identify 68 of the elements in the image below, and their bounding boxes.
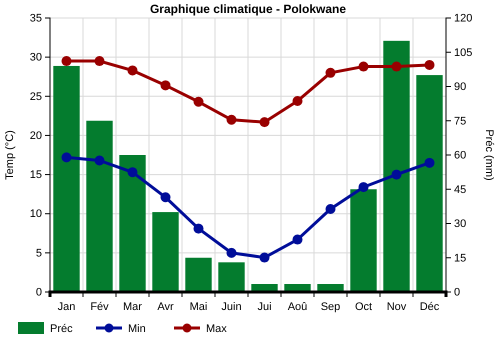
x-tick-label: Juin [221,301,242,313]
point [424,158,434,168]
bar [53,66,80,292]
y-tick-label: 30 [30,52,42,64]
x-tick-label: Déc [420,301,440,313]
y-tick-label: 20 [30,130,42,142]
point [358,62,368,72]
point [292,234,302,245]
point [326,204,336,214]
bar [383,40,410,292]
y-tick-label: 35 [30,12,42,25]
y2-tick-label: 45 [454,184,466,196]
y-axis-title: Temp (°C) [4,130,16,180]
x-tick-label: Fév [90,301,110,313]
x-tick-label: Jui [257,301,272,313]
x-tick-label: Avr [157,301,174,313]
x-tick-label: Aoû [288,301,308,313]
legend-label: Min [128,323,146,335]
bar [119,155,146,292]
point [160,80,170,90]
x-tick-label: Nov [386,301,407,313]
point [358,182,368,192]
point [392,170,402,180]
x-tick-label: Sep [320,301,340,313]
x-tick-label: Mai [190,301,208,313]
point [226,248,236,258]
y-tick-label: 10 [30,208,42,220]
y-tick-label: 0 [36,286,42,299]
x-tick-label: Oct [354,301,372,313]
point [194,96,204,107]
x-tick-label: Jan [58,301,76,313]
legend-label: Préc [50,323,74,335]
point [260,252,270,263]
chart-title: Graphique climatique - Polokwane [150,2,346,16]
point [128,65,138,76]
bar [350,189,377,292]
y2-tick-label: 75 [454,115,466,128]
y-tick-label: 15 [30,169,42,182]
y-tick-label: 25 [30,90,42,103]
bar [86,120,113,292]
bar [152,212,179,292]
point [128,167,138,178]
point [260,117,270,128]
legend-label: Max [206,323,228,335]
y2-axis-title: Préc (mm) [483,129,495,181]
y2-tick-label: 120 [454,12,472,25]
bar [218,262,245,292]
point [292,96,302,106]
x-tick-label: Mar [123,301,142,313]
point [424,60,434,70]
y2-tick-label: 30 [454,218,466,230]
y2-tick-label: 90 [454,81,466,94]
point [62,56,72,66]
y2-tick-label: 105 [454,46,472,59]
point [160,192,170,202]
point [94,155,104,166]
point [194,224,204,234]
bar [185,258,212,292]
point [392,62,402,72]
y2-tick-label: 60 [454,150,466,162]
y-tick-label: 5 [36,247,42,260]
bar [416,75,443,292]
point [62,152,72,162]
point [326,68,336,78]
y2-tick-label: 15 [454,252,466,264]
y2-tick-label: 0 [454,286,460,299]
point [226,114,236,125]
point [94,56,104,66]
